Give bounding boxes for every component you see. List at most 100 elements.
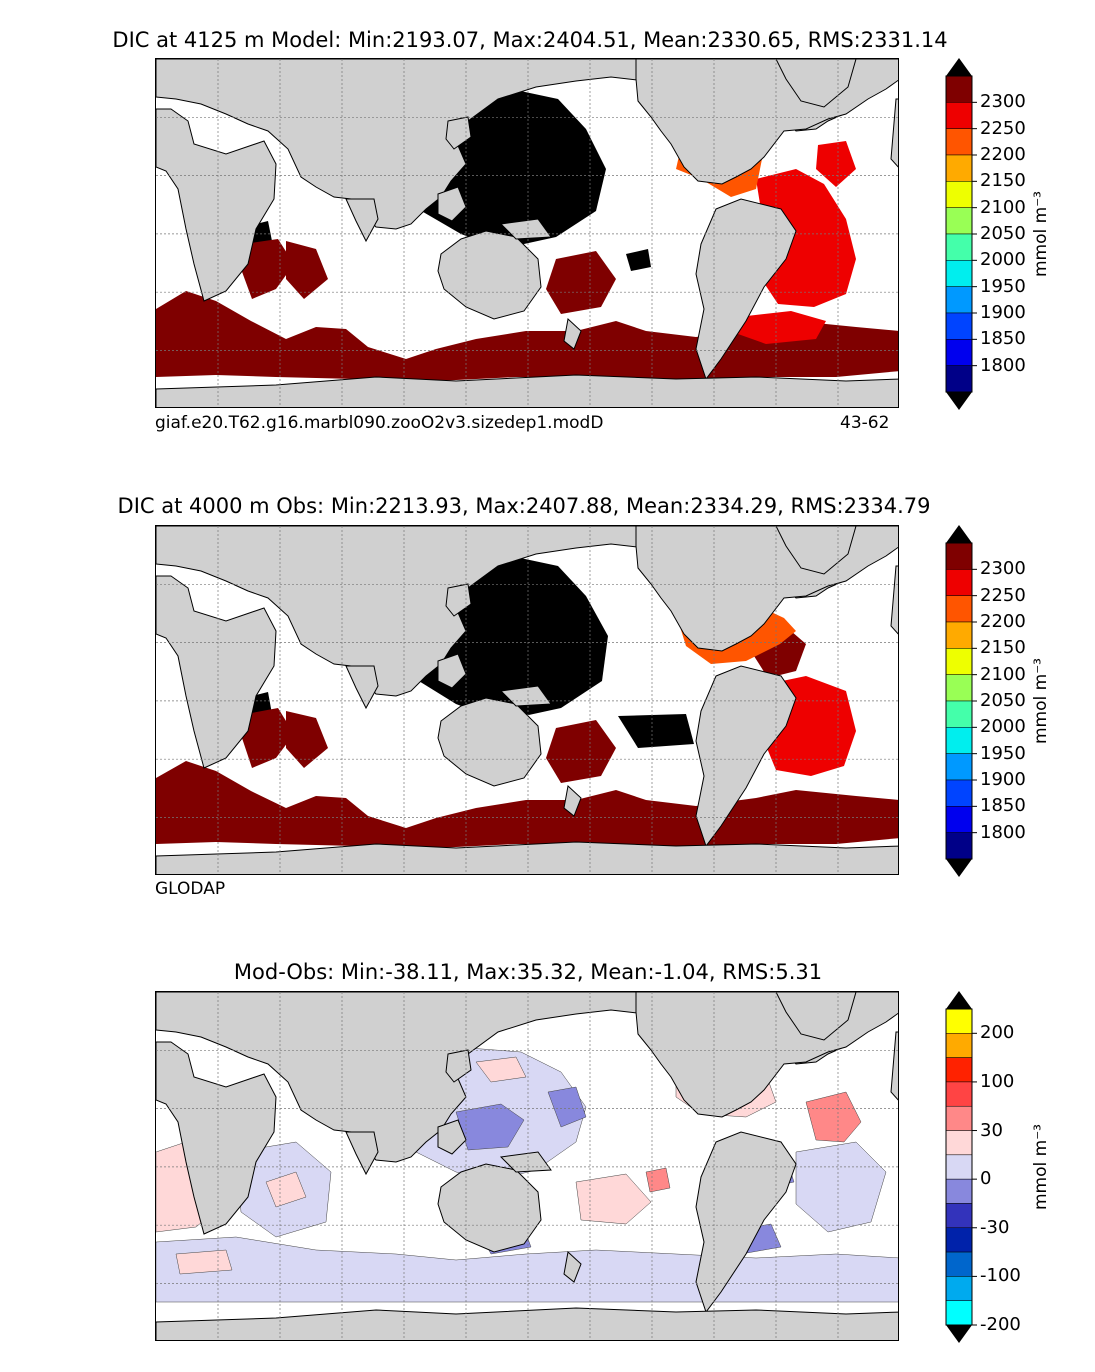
colorbar-3-swatch (945, 1130, 973, 1156)
colorbar-1-tick-label: 1900 (980, 302, 1026, 323)
colorbar-2-swatch (945, 806, 973, 833)
colorbar-1-tick-label: 2150 (980, 170, 1026, 192)
colorbar-2-swatch (945, 727, 973, 754)
colorbar-2-swatch (945, 753, 973, 781)
panel-2-land-antarctica (156, 841, 898, 874)
panel-3-land-africa_e (890, 1031, 898, 1101)
colorbar-1-swatch (945, 286, 973, 314)
colorbar-3-swatch (945, 1251, 973, 1277)
colorbar-3-swatch (945, 1105, 973, 1131)
panel-1-land-antarctica (156, 374, 898, 407)
colorbar-1-tick-label: 2300 (980, 91, 1026, 113)
panel-1-field-region (626, 249, 651, 271)
panel-1-map-svg (156, 59, 898, 407)
panel-1-land-greenland (775, 59, 857, 108)
colorbar-2-tick-label: 2250 (980, 584, 1026, 606)
colorbar-2-swatch (945, 542, 973, 570)
colorbar-3-swatch (945, 1203, 973, 1229)
colorbar-3-swatch (945, 1178, 973, 1204)
colorbar-1-tick-label: 1800 (980, 354, 1026, 376)
panel-2-land-japan (445, 583, 472, 617)
colorbar-2-tick-label: 2050 (980, 690, 1026, 711)
panel-2-land-africa_e (890, 565, 898, 635)
panel-1-title: DIC at 4125 m Model: Min:2193.07, Max:24… (112, 28, 948, 52)
panel-1-field-region (241, 239, 294, 299)
colorbar-2-tick-label: 2000 (980, 716, 1026, 738)
panel-3-field-region (547, 1086, 587, 1128)
colorbar-1-swatch (945, 128, 973, 156)
colorbar-1-swatch (945, 312, 973, 340)
panel-1-land-namerica (635, 59, 898, 185)
colorbar-2-tick-label: 2300 (980, 558, 1026, 580)
panel-3-land-antarctica (156, 1307, 898, 1340)
colorbar-1-swatch (945, 260, 973, 287)
colorbar-2-swatch (945, 595, 973, 623)
colorbar-2-svg (945, 525, 977, 877)
panel-3-field-region (265, 1171, 307, 1208)
colorbar-1-extend-top (946, 58, 972, 76)
panel-1-land-india (345, 198, 379, 243)
colorbar-3-tick-label: -200 (980, 1314, 1021, 1335)
panel-1-map (155, 58, 899, 408)
colorbar-3-swatch (945, 1057, 973, 1083)
panel-3-field-region (475, 1056, 527, 1083)
panel-3-field-region (575, 1173, 652, 1225)
panel-1-caption-left: giaf.e20.T62.g16.marbl090.zooO2v3.sizede… (155, 413, 604, 433)
panel-2-land-india (345, 665, 379, 710)
panel-2-land-africa (156, 575, 277, 769)
panel-1-land-samerica (695, 198, 797, 381)
panel-3-map (155, 991, 899, 1341)
colorbar-3-tick-label: 100 (980, 1070, 1015, 1092)
colorbar-3-swatch (945, 1227, 973, 1253)
colorbar-2-swatch (945, 648, 973, 675)
panel-1-land-nz (563, 318, 582, 350)
colorbar-2-extend-top (946, 525, 972, 543)
panel-2-title: DIC at 4000 m Obs: Min:2213.93, Max:2407… (117, 494, 931, 518)
panel-1-field-region (738, 311, 826, 344)
colorbar-2-swatch (945, 621, 973, 649)
panel-1-field-region (546, 251, 616, 314)
colorbar-1-tick-label: 2200 (980, 144, 1026, 165)
colorbar-3-extend-bottom (946, 1325, 972, 1343)
panel-3-land-india (345, 1131, 379, 1176)
panel-3-land-greenland (775, 992, 857, 1041)
panel-3-title: Mod-Obs: Min:-38.11, Max:35.32, Mean:-1.… (233, 960, 823, 984)
panel-1-caption-right: 43-62 (840, 413, 890, 433)
colorbar-2-tick-label: 1800 (980, 821, 1026, 843)
panel-1-land-africa_e (890, 98, 898, 168)
panel-1-field-region (756, 169, 856, 307)
panel-2-field-region (618, 714, 694, 748)
colorbar-1-tick-label: 2250 (980, 117, 1026, 139)
colorbar-1-swatch (945, 339, 973, 366)
panel-3-land-japan (445, 1049, 472, 1083)
colorbar-3-unit-label: mmol m⁻³ (1031, 1124, 1051, 1210)
colorbar-1-swatch (945, 102, 973, 129)
colorbar-2-extend-bottom (946, 859, 972, 877)
panel-3-land-africa (156, 1041, 277, 1235)
colorbar-2-tick-label: 1950 (980, 742, 1026, 764)
colorbar-2-swatch (945, 569, 973, 596)
colorbar-1-swatch (945, 181, 973, 208)
colorbar-1-unit-label: mmol m⁻³ (1031, 191, 1051, 277)
panel-2-field-region (286, 711, 328, 768)
panel-3-map-svg (156, 992, 898, 1340)
colorbar-2-swatch (945, 779, 973, 807)
colorbar-1-extend-bottom (946, 392, 972, 410)
panel-2-land-greenland (775, 526, 857, 575)
panel-3-field-region (795, 1141, 887, 1233)
colorbar-1: 2300 2250 2200 2150 2100 2050 2000 1950 1900 1850… (945, 58, 1051, 410)
colorbar-3-tick-label: 200 (980, 1022, 1015, 1044)
panel-1-land-borneo (437, 186, 467, 222)
colorbar-3-swatch (945, 1154, 973, 1180)
colorbar-2-swatch (945, 832, 973, 860)
colorbar-1-swatch (945, 207, 973, 235)
panel-2-map (155, 525, 899, 875)
panel-3-field-region (645, 1167, 671, 1193)
colorbar-2-tick-label: 1850 (980, 795, 1026, 817)
colorbar-1-swatch (945, 75, 973, 103)
colorbar-2-swatch (945, 674, 973, 702)
panel-3-land-borneo (437, 1119, 467, 1155)
colorbar-3-swatch (945, 1081, 973, 1107)
colorbar-3-svg (945, 991, 977, 1343)
colorbar-1-tick-label: 1850 (980, 328, 1026, 350)
